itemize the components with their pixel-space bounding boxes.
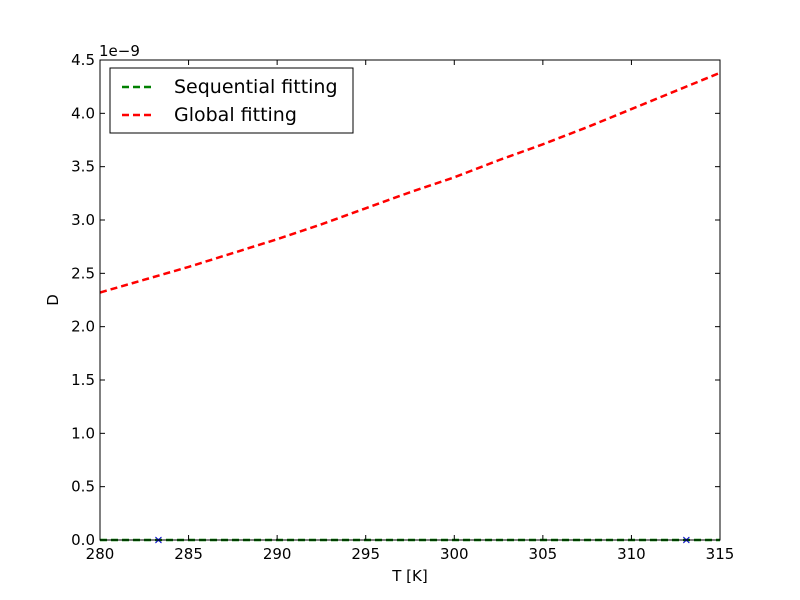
x-tick-label: 290 [263,545,292,563]
x-tick-label: 315 [706,545,735,563]
x-axis: 280 285 290 295 300 305 310 315 [86,60,735,563]
x-tick-label: 295 [351,545,380,563]
y-tick-label: 4.5 [71,51,95,69]
x-axis-label: T [K] [391,567,427,585]
y-tick-label: 1.0 [71,424,95,442]
y-tick-label: 1.5 [71,371,95,389]
x-tick-label: 285 [174,545,203,563]
series-line-global-fitting [99,71,721,294]
y-tick-label: 0.0 [71,531,95,549]
plot-area [100,60,720,540]
y-axis: 0.0 0.5 1.0 1.5 2.0 2.5 3.0 3.5 4.0 4.5 [71,51,720,549]
x-tick-label: 310 [617,545,646,563]
legend-box [109,67,354,134]
x-tick-label: 300 [440,545,469,563]
legend-label-global: Global fitting [174,104,297,126]
legend: Sequential fitting Global fitting [109,67,354,134]
legend-label-sequential: Sequential fitting [174,76,338,98]
plot-border [99,59,721,541]
x-tick-label: 280 [86,545,115,563]
y-tick-label: 0.5 [71,478,95,496]
y-tick-label: 3.0 [71,211,95,229]
y-offset-label: 1e−9 [99,42,140,60]
y-tick-label: 2.0 [71,318,95,336]
y-tick-label: 3.5 [71,158,95,176]
y-tick-label: 2.5 [71,264,95,282]
y-tick-label: 4.0 [71,104,95,122]
x-tick-label: 305 [529,545,558,563]
y-axis-label: D [44,294,62,306]
